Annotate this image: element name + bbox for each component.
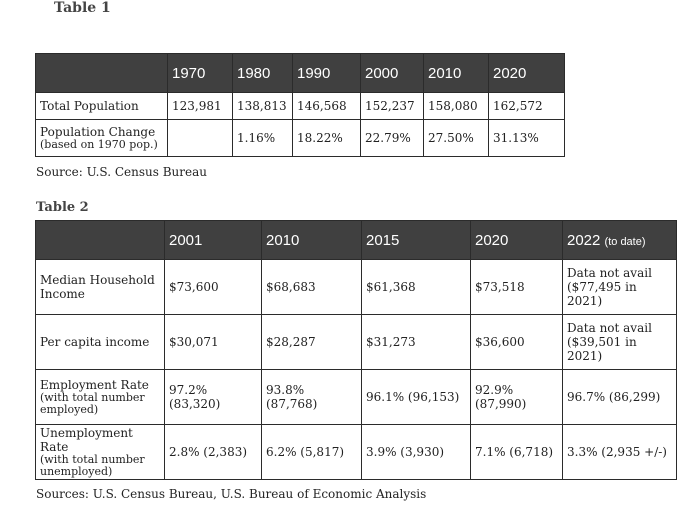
table-cell: 162,572 — [488, 92, 565, 120]
table-cell: 92.9% (87,990) — [470, 369, 563, 425]
table2-year-header: 2010 — [261, 220, 362, 260]
row-sublabel: (with total number employed) — [40, 391, 145, 416]
row-label-unemployment-rate: Unemployment Rate (with total number une… — [35, 424, 165, 480]
row-sublabel: (with total number unemployed) — [40, 453, 145, 478]
table-cell: 22.79% — [360, 119, 424, 157]
table-row: Median Household Income $73,600 $68,683 … — [35, 259, 677, 315]
table-cell: 3.3% (2,935 +/-) — [562, 424, 677, 480]
table-cell: $36,600 — [470, 314, 563, 370]
table-cell: 123,981 — [167, 92, 233, 120]
table1-year-header: 2010 — [423, 53, 489, 93]
table-cell: 158,080 — [423, 92, 489, 120]
table-cell: 2.8% (2,383) — [164, 424, 262, 480]
row-label-text: Unemployment Rate — [40, 426, 133, 454]
table-cell: 6.2% (5,817) — [261, 424, 362, 480]
table1-year-header: 1970 — [167, 53, 233, 93]
table-cell: 18.22% — [292, 119, 361, 157]
table2-source: Sources: U.S. Census Bureau, U.S. Bureau… — [36, 487, 427, 501]
table-cell: 31.13% — [488, 119, 565, 157]
table-cell: $73,600 — [164, 259, 262, 315]
row-label-population-change: Population Change (based on 1970 pop.) — [35, 119, 168, 157]
table1-year-header: 1990 — [292, 53, 361, 93]
table2-year-header: 2020 — [470, 220, 563, 260]
table-cell: 27.50% — [423, 119, 489, 157]
table1-header-row: 1970 1980 1990 2000 2010 2020 — [35, 53, 565, 93]
table2-year-header: 2001 — [164, 220, 262, 260]
table-row: Per capita income $30,071 $28,287 $31,27… — [35, 314, 677, 370]
table1-year-header: 1980 — [232, 53, 293, 93]
table-cell: $68,683 — [261, 259, 362, 315]
table-cell: 97.2% (83,320) — [164, 369, 262, 425]
table-cell: 3.9% (3,930) — [361, 424, 471, 480]
row-label-median-household-income: Median Household Income — [35, 259, 165, 315]
table-cell: $28,287 — [261, 314, 362, 370]
to-date-note: (to date) — [604, 235, 646, 248]
row-label-total-population: Total Population — [35, 92, 168, 120]
table-cell: 146,568 — [292, 92, 361, 120]
table-cell: $30,071 — [164, 314, 262, 370]
row-label-employment-rate: Employment Rate (with total number emplo… — [35, 369, 165, 425]
table-cell: 96.7% (86,299) — [562, 369, 677, 425]
table-cell — [167, 119, 233, 157]
table1-year-header: 2020 — [488, 53, 565, 93]
table1-year-header: 2000 — [360, 53, 424, 93]
table-row: Unemployment Rate (with total number une… — [35, 424, 677, 480]
table-cell: $73,518 — [470, 259, 563, 315]
table-cell: $61,368 — [361, 259, 471, 315]
table2-title: Table 2 — [36, 200, 89, 215]
table1-source: Source: U.S. Census Bureau — [36, 165, 207, 179]
year-label: 2022 — [567, 231, 601, 249]
table2-header-row: 2001 2010 2015 2020 2022 (to date) — [35, 220, 677, 260]
table-cell: 93.8% (87,768) — [261, 369, 362, 425]
table-cell: 7.1% (6,718) — [470, 424, 563, 480]
table-cell: $31,273 — [361, 314, 471, 370]
table2-year-header: 2022 (to date) — [562, 220, 677, 260]
table-cell: 138,813 — [232, 92, 293, 120]
table-cell: 152,237 — [360, 92, 424, 120]
table-cell: Data not avail ($77,495 in 2021) — [562, 259, 677, 315]
table2-corner-cell — [35, 220, 165, 260]
row-label-per-capita-income: Per capita income — [35, 314, 165, 370]
income-employment-table: 2001 2010 2015 2020 2022 (to date) Media… — [35, 220, 677, 480]
table-row: Population Change (based on 1970 pop.) 1… — [35, 119, 565, 157]
table1-title: Table 1 — [54, 0, 111, 16]
table-cell: 1.16% — [232, 119, 293, 157]
table-row: Total Population 123,981 138,813 146,568… — [35, 92, 565, 120]
row-label-text: Employment Rate — [40, 378, 149, 392]
row-label-text: Population Change — [40, 125, 156, 139]
table-row: Employment Rate (with total number emplo… — [35, 369, 677, 425]
table-cell: 96.1% (96,153) — [361, 369, 471, 425]
table1-corner-cell — [35, 53, 168, 93]
table2-year-header: 2015 — [361, 220, 471, 260]
row-label-text: Total Population — [40, 99, 139, 113]
population-table: 1970 1980 1990 2000 2010 2020 Total Popu… — [35, 53, 565, 157]
table-cell: Data not avail ($39,501 in 2021) — [562, 314, 677, 370]
row-sublabel: (based on 1970 pop.) — [40, 138, 158, 151]
